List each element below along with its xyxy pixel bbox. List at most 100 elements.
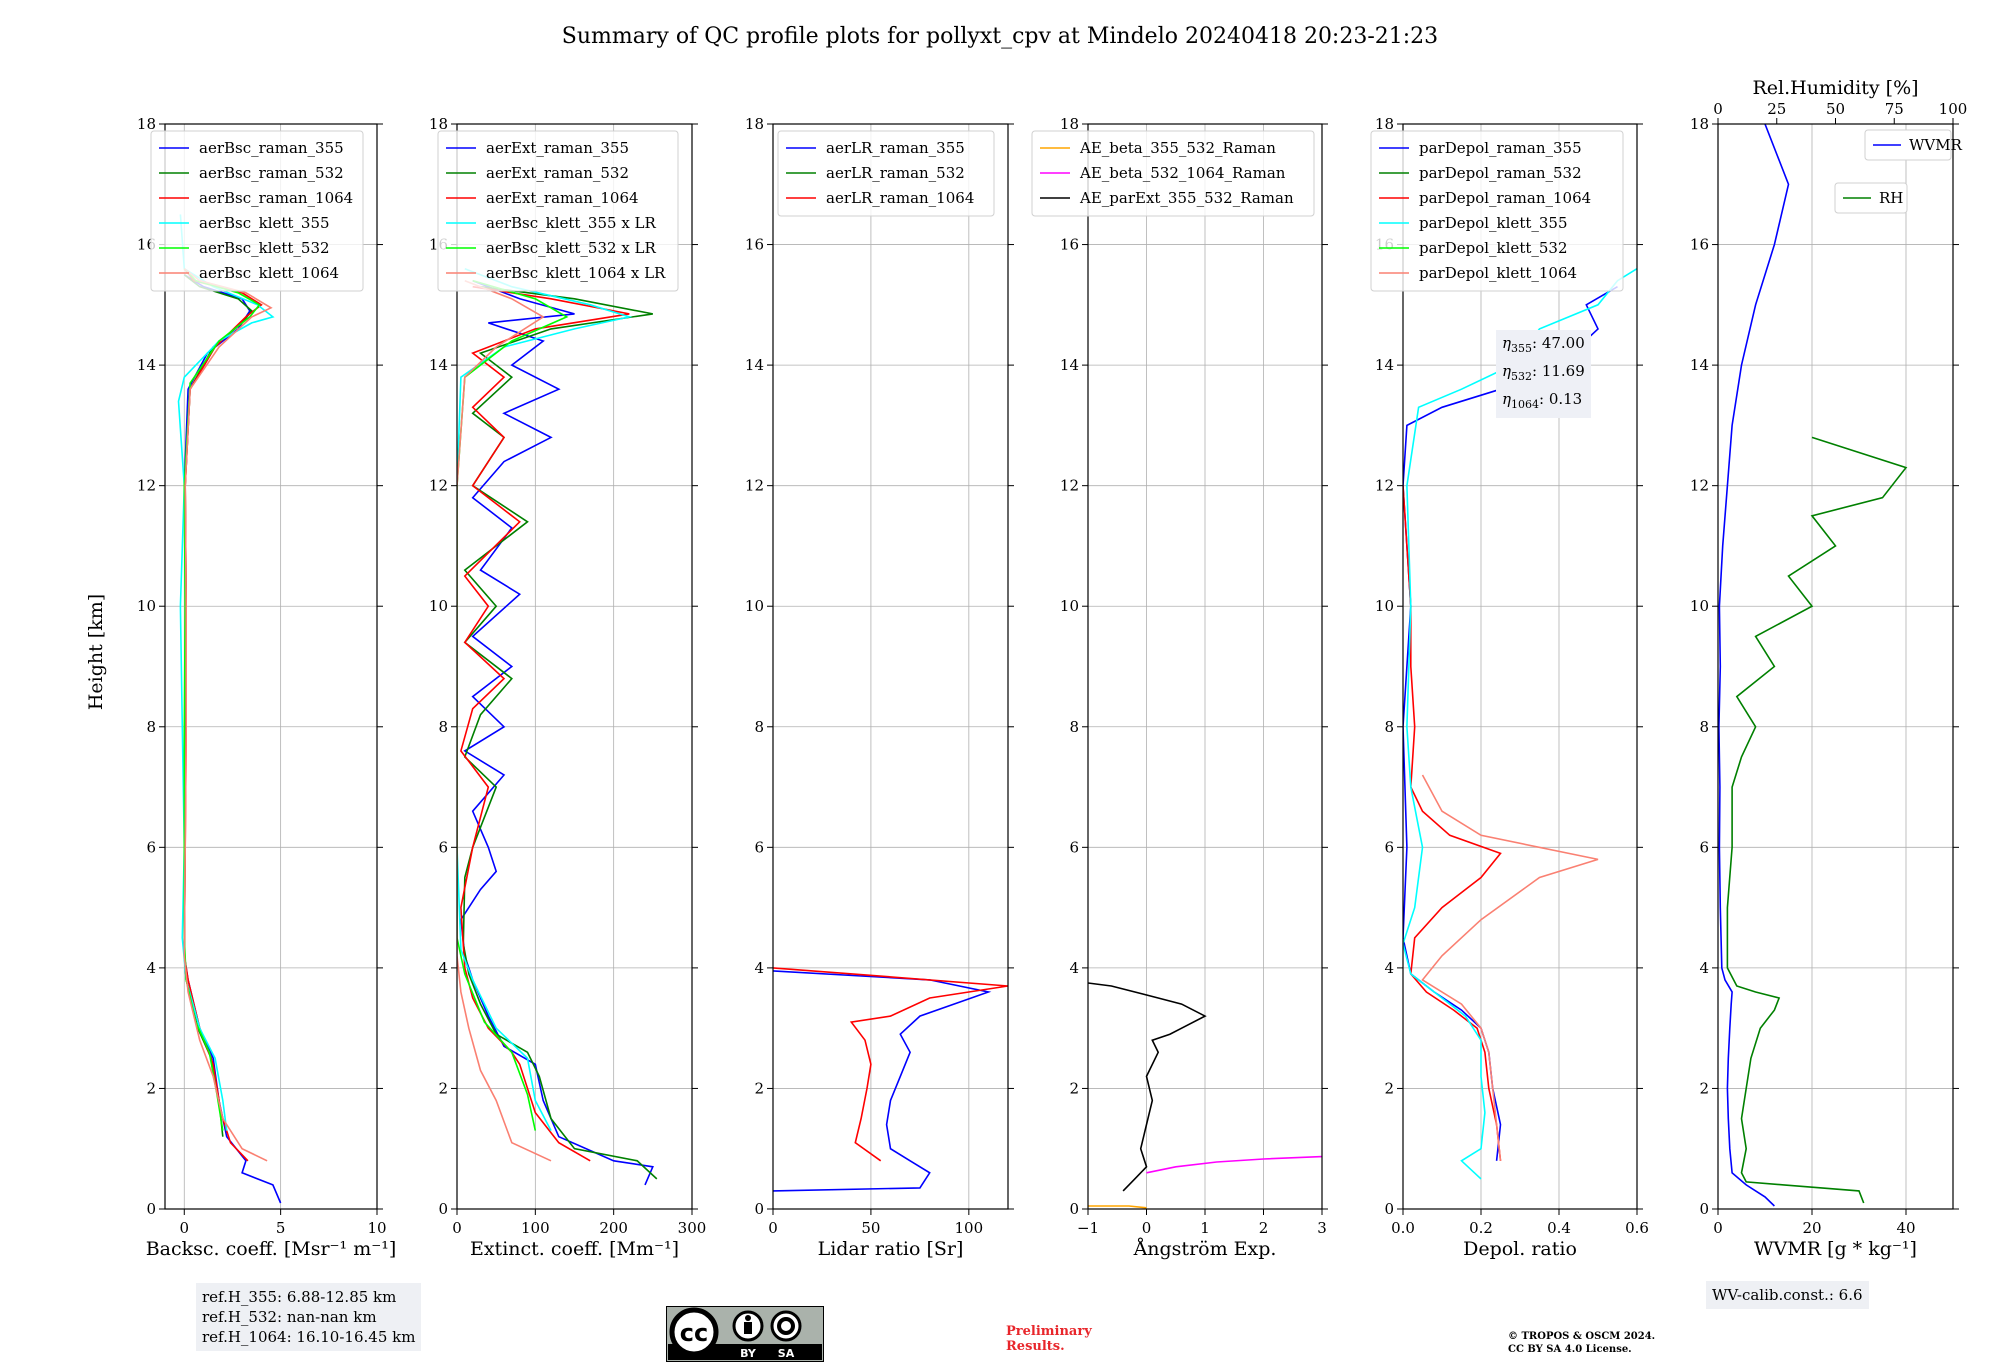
depol-series-5 bbox=[1421, 774, 1599, 1161]
bsc-x-label: Backsc. coeff. [Msr⁻¹ m⁻¹] bbox=[146, 1238, 397, 1260]
panel-depol: 0.00.20.40.6024681012141618Depol. ratiop… bbox=[1370, 115, 1649, 1260]
ext-x-tick-label: 200 bbox=[599, 1219, 628, 1237]
ref-height-box: ref.H_355: 6.88-12.85 km ref.H_532: nan-… bbox=[196, 1283, 422, 1351]
depol-y-tick-label: 8 bbox=[1384, 718, 1394, 736]
bsc-series-4 bbox=[183, 268, 261, 1131]
bsc-y-tick-label: 6 bbox=[146, 838, 156, 856]
bsc-y-tick-label: 8 bbox=[146, 718, 156, 736]
legend-label: aerBsc_klett_1064 bbox=[199, 264, 339, 282]
lr-y-tick-label: 6 bbox=[754, 838, 764, 856]
ext-y-tick-label: 10 bbox=[429, 597, 448, 615]
bsc-y-tick-label: 12 bbox=[137, 477, 156, 495]
bsc-y-tick-label: 0 bbox=[146, 1200, 156, 1218]
ae-y-tick-label: 16 bbox=[1060, 236, 1079, 254]
cc-badge-sa-text: SA bbox=[778, 1347, 795, 1360]
copyright-line-2: CC BY SA 4.0 License. bbox=[1508, 1344, 1632, 1355]
cc-by-sa-badge: cc BY SA bbox=[666, 1306, 824, 1362]
lr-series-0 bbox=[773, 970, 992, 1192]
wv-series-1 bbox=[1726, 436, 1908, 1204]
panel-ext: 0100200300024681012141618Extinct. coeff.… bbox=[429, 115, 706, 1260]
depol-x-tick-label: 0.2 bbox=[1469, 1219, 1493, 1237]
ae-y-tick-label: 6 bbox=[1069, 838, 1079, 856]
ae-y-tick-label: 0 bbox=[1069, 1200, 1079, 1218]
ext-series-2 bbox=[460, 285, 630, 1162]
ae-y-tick-label: 2 bbox=[1069, 1079, 1079, 1097]
lr-x-tick-label: 100 bbox=[955, 1219, 984, 1237]
wv-calib-text: WV-calib.const.: 6.6 bbox=[1712, 1286, 1863, 1304]
wv-y-tick-label: 12 bbox=[1690, 477, 1709, 495]
eta-box: η355: 47.00 η532: 11.69 η1064: 0.13 bbox=[1496, 330, 1591, 418]
bsc-series-0 bbox=[183, 274, 282, 1204]
legend-ext: aerExt_raman_355 aerExt_raman_532 aerExt_r… bbox=[437, 130, 679, 292]
lr-y-tick-label: 10 bbox=[745, 597, 764, 615]
bsc-series-5 bbox=[183, 268, 273, 1162]
wv-y-tick-label: 2 bbox=[1699, 1079, 1709, 1097]
wv-y-tick-label: 0 bbox=[1699, 1200, 1709, 1218]
ext-frame bbox=[456, 123, 693, 1210]
lr-x-tick-label: 50 bbox=[861, 1219, 880, 1237]
legend-label: RH bbox=[1879, 189, 1903, 207]
lr-y-tick-label: 8 bbox=[754, 718, 764, 736]
wv-y-tick-label: 4 bbox=[1699, 959, 1709, 977]
legend-label: AE_beta_355_532_Raman bbox=[1079, 139, 1276, 157]
ext-series-0 bbox=[460, 279, 654, 1186]
bsc-y-tick-label: 10 bbox=[137, 597, 156, 615]
wv-frame bbox=[1717, 123, 1954, 1210]
bsc-frame bbox=[164, 123, 378, 1210]
bsc-y-tick-label: 14 bbox=[137, 356, 156, 374]
wv-x2-tick-label: 50 bbox=[1826, 100, 1845, 118]
ae-series-0 bbox=[1088, 1205, 1147, 1209]
preliminary-line-1: Preliminary bbox=[1006, 1324, 1092, 1339]
wv-y-tick-label: 14 bbox=[1690, 356, 1709, 374]
depol-y-tick-label: 0 bbox=[1384, 1200, 1394, 1218]
ae-x-tick-label: −1 bbox=[1077, 1219, 1099, 1237]
ext-y-tick-label: 12 bbox=[429, 477, 448, 495]
ext-y-tick-label: 2 bbox=[438, 1079, 448, 1097]
depol-y-tick-label: 2 bbox=[1384, 1079, 1394, 1097]
ae-x-tick-label: 1 bbox=[1200, 1219, 1210, 1237]
panel-lr: 0 50 100 0 2 4 6 8 10 12 14 16 18 Lidar ratio [Sr] aer… bbox=[745, 115, 1014, 1260]
ext-x-label: Extinct. coeff. [Mm⁻¹] bbox=[470, 1238, 679, 1260]
legend-label: aerBsc_raman_1064 bbox=[199, 189, 353, 207]
lr-x-tick-label: 0 bbox=[768, 1219, 778, 1237]
ext-y-tick-label: 6 bbox=[438, 838, 448, 856]
ext-y-tick-label: 4 bbox=[438, 959, 448, 977]
ext-y-tick-label: 18 bbox=[429, 115, 448, 133]
ae-x-tick-label: 0 bbox=[1142, 1219, 1152, 1237]
legend-label: aerBsc_klett_355 bbox=[199, 214, 330, 232]
legend-bsc: aerBsc_raman_355 aerBsc_raman_532 aerBsc_r… bbox=[150, 130, 364, 292]
copyright-note: © TROPOS & OSCM 2024. CC BY SA 4.0 Licen… bbox=[1508, 1330, 1655, 1356]
eta-355: η355: 47.00 bbox=[1502, 334, 1585, 355]
wv-x2-tick-label: 75 bbox=[1885, 100, 1904, 118]
ae-y-tick-label: 4 bbox=[1069, 959, 1079, 977]
ext-y-tick-label: 14 bbox=[429, 356, 448, 374]
bsc-y-tick-label: 18 bbox=[137, 115, 156, 133]
depol-series-2 bbox=[1403, 485, 1502, 1161]
legend-label: WVMR bbox=[1909, 136, 1963, 154]
legend-label: parDepol_raman_355 bbox=[1419, 139, 1582, 157]
legend-lr: aerLR_raman_355 aerLR_raman_532 aerLR_rama… bbox=[777, 130, 995, 217]
lr-y-tick-label: 0 bbox=[754, 1200, 764, 1218]
depol-y-tick-label: 12 bbox=[1375, 477, 1394, 495]
legend-label: aerBsc_klett_355 x LR bbox=[486, 214, 657, 232]
ae-y-tick-label: 8 bbox=[1069, 718, 1079, 736]
eta-532: η532: 11.69 bbox=[1502, 362, 1585, 383]
copyright-line-1: © TROPOS & OSCM 2024. bbox=[1508, 1331, 1656, 1342]
depol-x-tick-label: 0.0 bbox=[1391, 1219, 1415, 1237]
ae-y-tick-label: 12 bbox=[1060, 477, 1079, 495]
ref-height-1064: ref.H_1064: 16.10-16.45 km bbox=[202, 1328, 416, 1346]
depol-frame bbox=[1402, 123, 1638, 1210]
y-axis-label: Height [km] bbox=[85, 594, 107, 710]
wv-y-tick-label: 16 bbox=[1690, 236, 1709, 254]
lr-y-tick-label: 2 bbox=[754, 1079, 764, 1097]
wv-x2-label: Rel.Humidity [%] bbox=[1752, 77, 1918, 99]
ref-height-532: ref.H_532: nan-nan km bbox=[202, 1308, 377, 1326]
wv-x2-tick-label: 100 bbox=[1939, 100, 1968, 118]
ext-y-tick-label: 8 bbox=[438, 718, 448, 736]
ae-y-tick-label: 18 bbox=[1060, 115, 1079, 133]
preliminary-line-2: Results. bbox=[1006, 1339, 1065, 1354]
depol-y-tick-label: 4 bbox=[1384, 959, 1394, 977]
legend-label: aerLR_raman_1064 bbox=[826, 189, 974, 207]
panel-wv: 0 20 40 0 2 4 6 8 10 12 14 16 18 WVMR [g * kg⁻¹] 0 25 50… bbox=[1690, 77, 1967, 1260]
